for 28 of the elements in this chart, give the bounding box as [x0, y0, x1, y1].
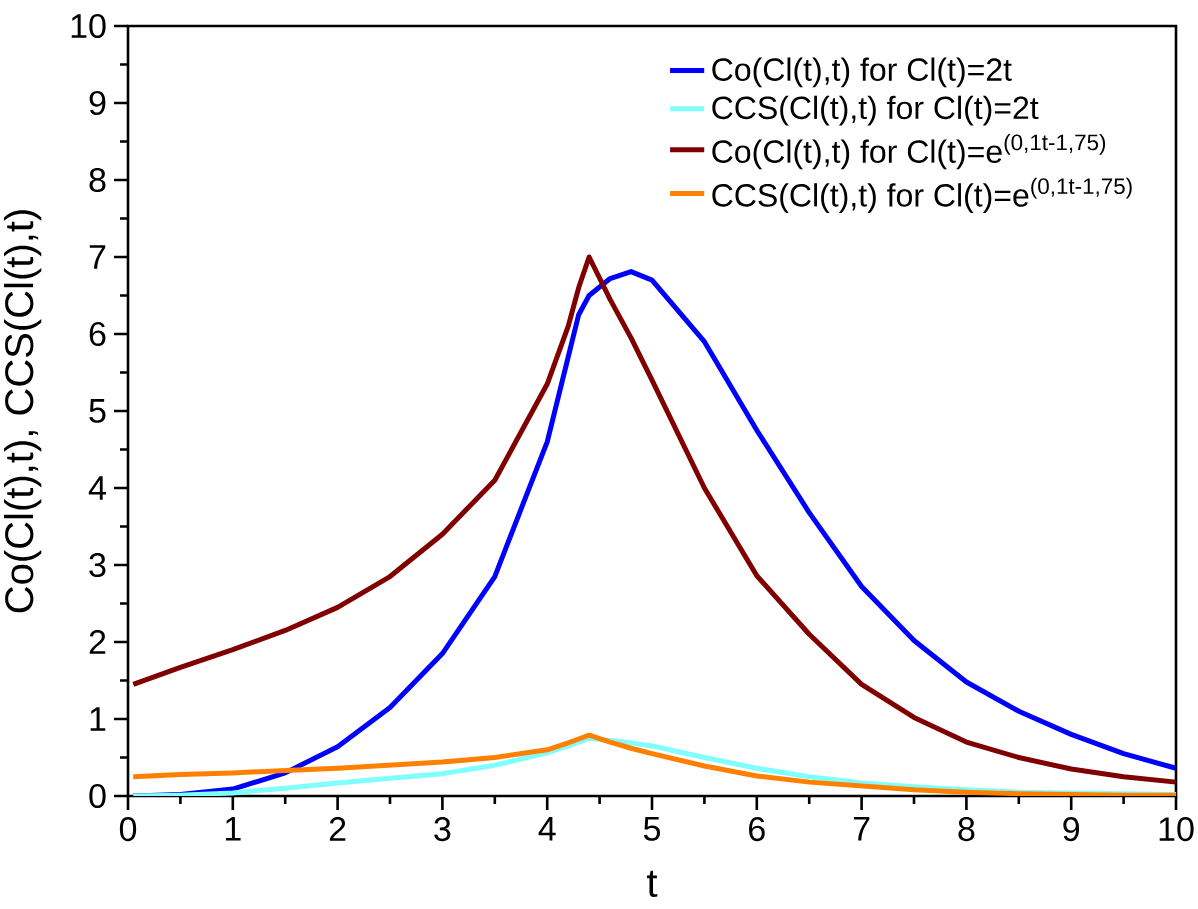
x-tick-label: 1: [225, 817, 241, 841]
x-tick-label: 4: [538, 817, 556, 841]
x-tick-label: 6: [749, 817, 765, 842]
x-tick-label: 7: [853, 817, 870, 841]
x-tick-label: 5: [643, 817, 661, 841]
x-tick-label: 0: [119, 817, 137, 842]
y-tick-label: 1: [90, 707, 106, 731]
y-tick-label: 6: [89, 321, 106, 347]
x-tick-label: 2: [329, 817, 346, 841]
x-tick-label: 10: [1159, 817, 1194, 842]
y-tick-label: 9: [89, 90, 106, 116]
y-tick-label: 4: [88, 476, 106, 500]
y-tick-label: 3: [89, 552, 106, 578]
legend-label: CCS(Cl(t),t) for Cl(t)=2t: [712, 95, 1039, 126]
x-tick-label: 9: [1063, 817, 1080, 842]
legend-label: Co(Cl(t),t) for Cl(t)=2t: [712, 57, 1012, 88]
y-tick-label: 2: [89, 630, 106, 654]
x-tick-label: 8: [958, 817, 975, 842]
y-axis-title: Co(Cl(t),t), CCS(Cl(t),t): [4, 210, 42, 613]
y-tick-label: 10: [71, 13, 106, 39]
x-axis-title: t: [647, 870, 658, 898]
y-tick-label: 8: [89, 167, 106, 193]
y-tick-label: 7: [89, 245, 106, 269]
x-tick-label: 3: [434, 817, 451, 842]
legend-label: CCS(Cl(t),t) for Cl(t)=e$^{(0,1t-1,75)}$: [712, 177, 1132, 214]
y-tick-label: 0: [89, 783, 106, 809]
legend-label: Co(Cl(t),t) for Cl(t)=e$^{(0,1t-1,75)}$: [712, 133, 1106, 170]
y-tick-label: 5: [89, 399, 106, 423]
